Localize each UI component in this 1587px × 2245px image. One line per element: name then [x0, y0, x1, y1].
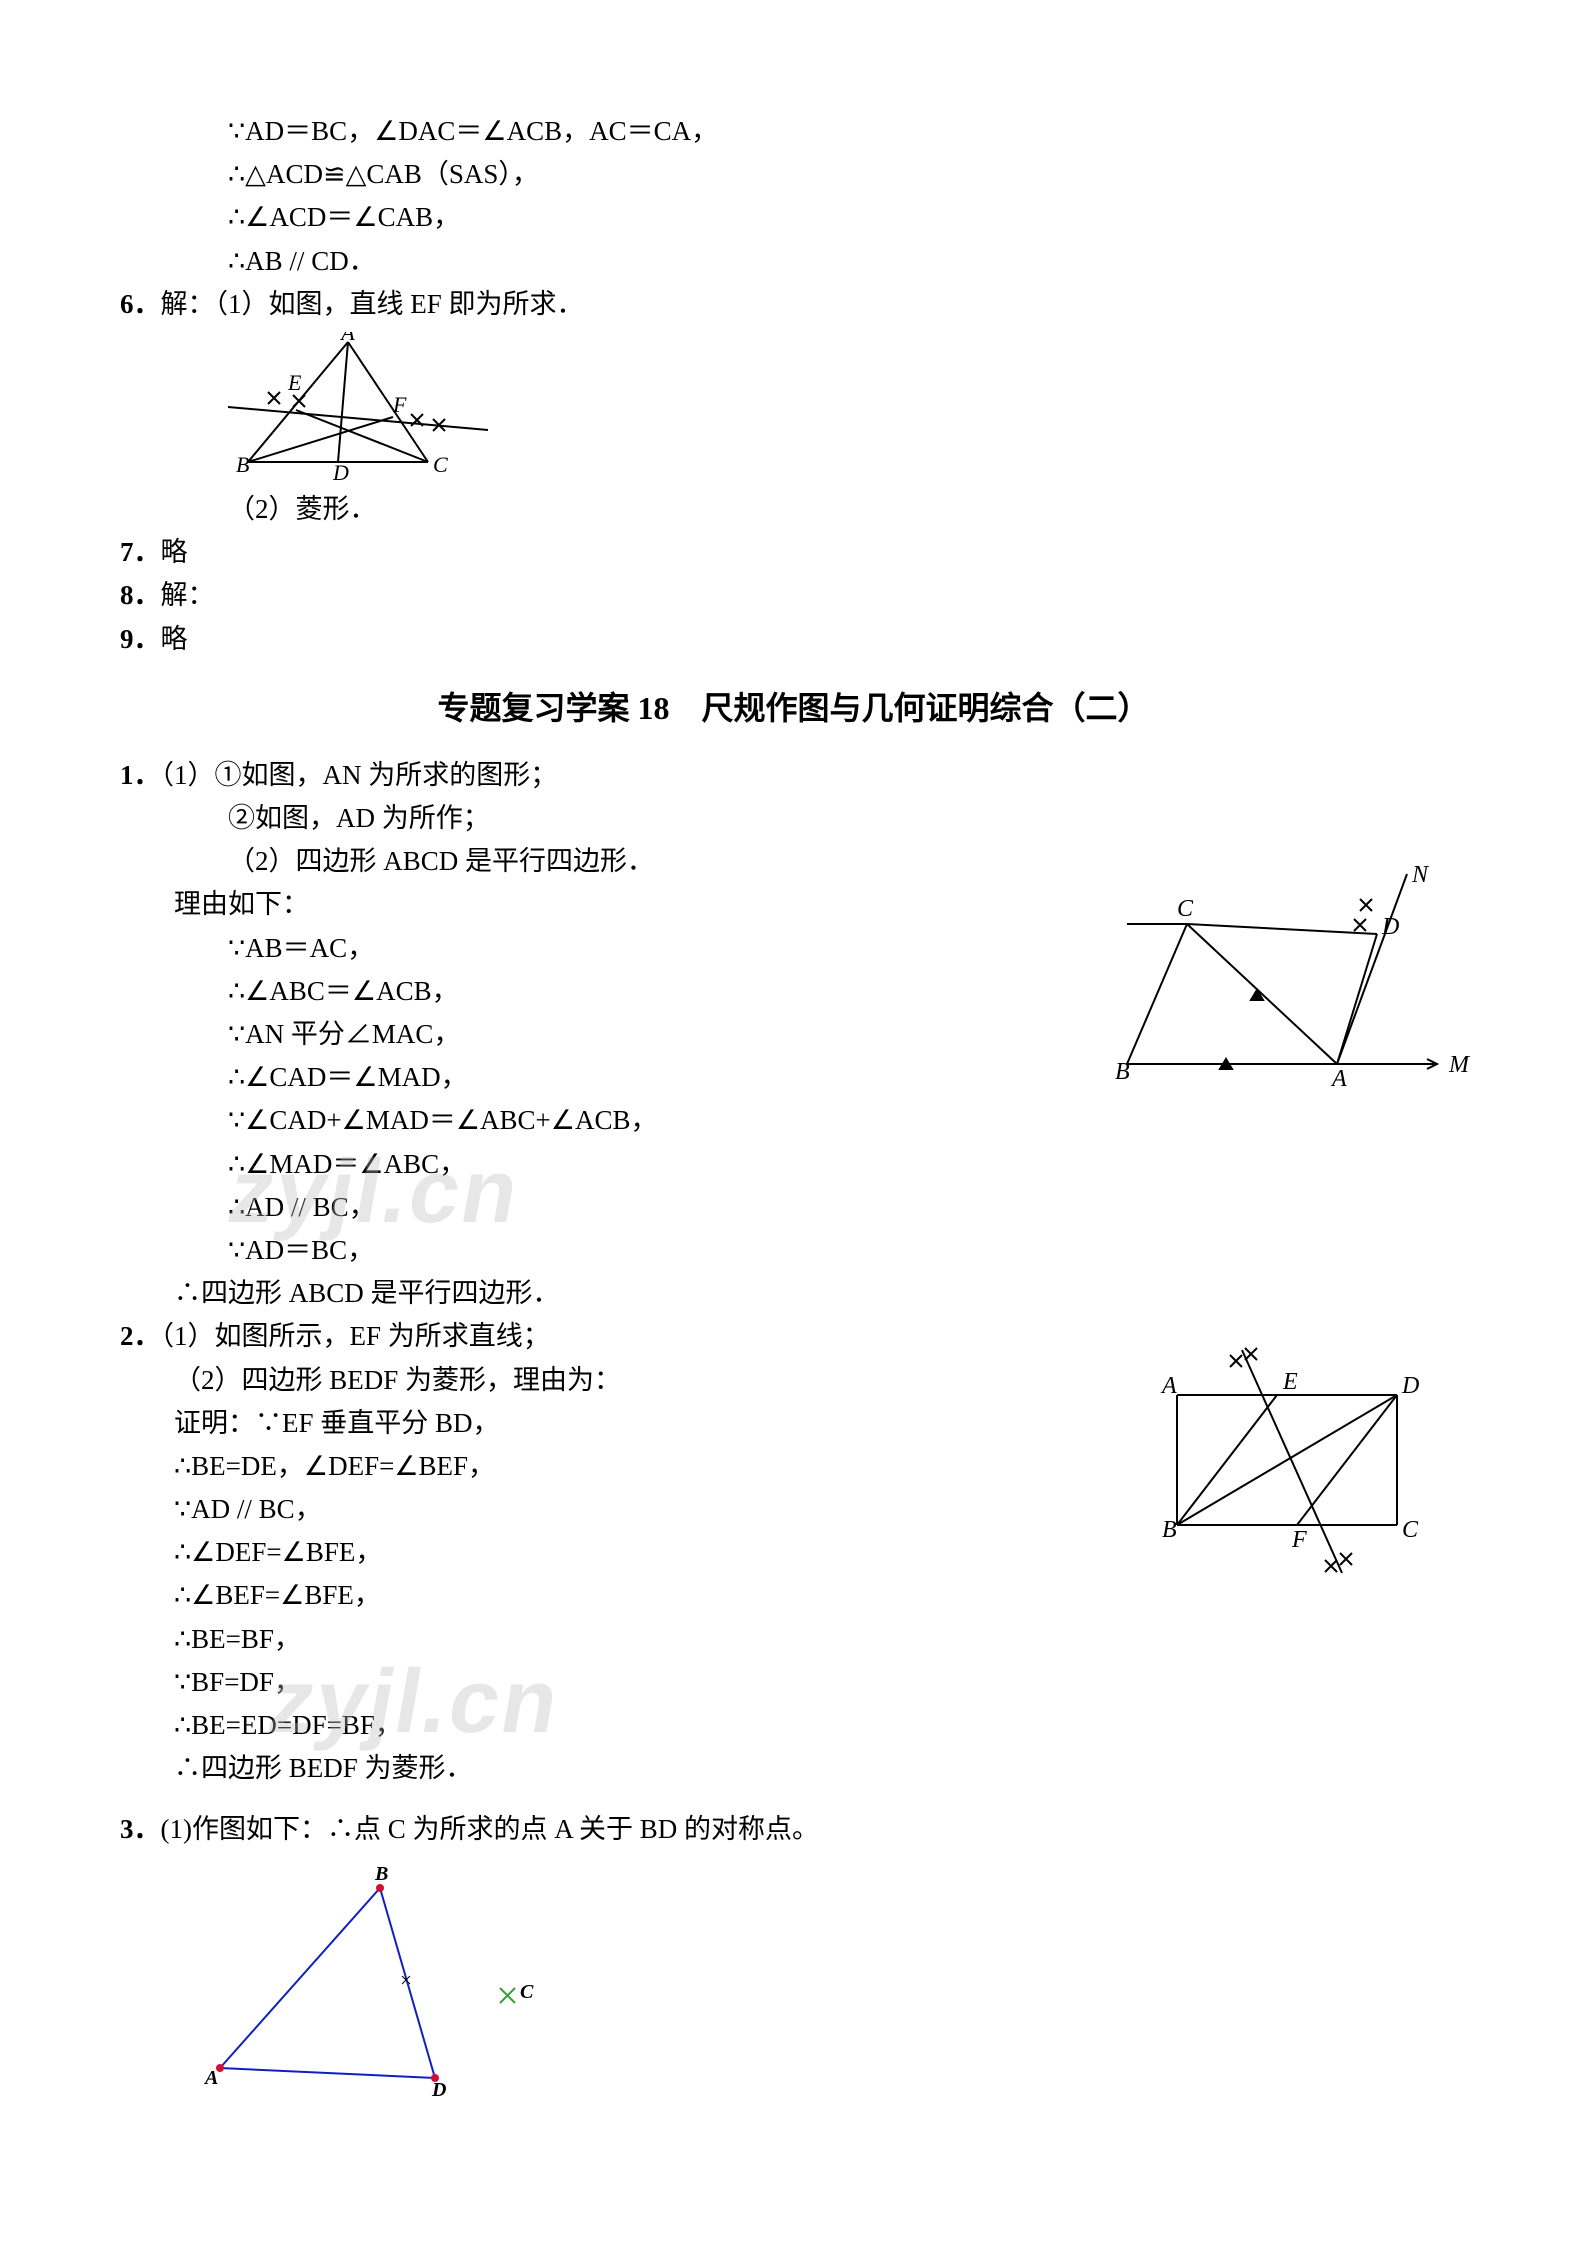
p3-number: 3．: [120, 1814, 161, 1844]
p1-l8: ∵∠CAD+∠MAD＝∠ABC+∠ACB，: [120, 1099, 1467, 1142]
p1-figure: B A C D M N: [1107, 864, 1477, 1094]
p3-line: 3．(1)作图如下：∴点 C 为所求的点 A 关于 BD 的对称点。: [120, 1808, 1467, 1851]
p1-label-N: N: [1411, 864, 1430, 888]
prelude-line-4: ∴AB // CD．: [120, 240, 1467, 283]
q9-number: 9．: [120, 624, 161, 654]
p3-label-A: A: [203, 2067, 218, 2089]
q9-text: 略: [161, 624, 188, 654]
p2-l6: ∴BE=BF，: [120, 1618, 1467, 1661]
p1-label-C: C: [1177, 896, 1194, 922]
q6-label-A: A: [339, 332, 355, 345]
p1-label-D: D: [1381, 914, 1399, 940]
page: ∵AD＝BC，∠DAC＝∠ACB，AC＝CA， ∴△ACD≌△CAB（SAS），…: [0, 0, 1587, 2245]
p2-figure: A D C B E F: [1137, 1335, 1447, 1595]
p1-label-A: A: [1330, 1066, 1347, 1092]
p2-label-F: F: [1291, 1527, 1307, 1553]
q6-prefix: 解：（1）如图，直线 EF 即为所求．: [161, 289, 584, 319]
q6-number: 6．: [120, 289, 161, 319]
p3-label-D: D: [431, 2079, 446, 2101]
q6-label-B: B: [236, 452, 249, 477]
p2-first: （1）如图所示，EF 为所求直线；: [161, 1321, 550, 1351]
p2-l9: ∴四边形 BEDF 为菱形．: [120, 1747, 1467, 1790]
prelude-line-2: ∴△ACD≌△CAB（SAS），: [120, 153, 1467, 196]
p1-number: 1．: [120, 760, 161, 790]
p1-l10: ∴AD // BC，: [120, 1186, 1467, 1229]
p2-label-D: D: [1401, 1373, 1419, 1399]
q6-label-F: F: [392, 392, 407, 417]
p2-l8: ∴BE=ED=DF=BF，: [120, 1704, 1467, 1747]
p1-l1: ②如图，AD 为所作；: [120, 797, 1467, 840]
q6-label-D: D: [332, 460, 349, 482]
prelude-line-3: ∴∠ACD＝∠CAB，: [120, 196, 1467, 239]
p2-label-B: B: [1162, 1517, 1177, 1543]
p2-number: 2．: [120, 1321, 161, 1351]
p2-label-E: E: [1282, 1369, 1298, 1395]
p1-l9: ∴∠MAD＝∠ABC，: [120, 1143, 1467, 1186]
q7-text: 略: [161, 537, 188, 567]
p1-last: ∴四边形 ABCD 是平行四边形．: [120, 1272, 1467, 1315]
q6-line1: 6．解：（1）如图，直线 EF 即为所求．: [120, 283, 1467, 326]
p2-label-A: A: [1160, 1373, 1177, 1399]
p3-text: (1)作图如下：∴点 C 为所求的点 A 关于 BD 的对称点。: [161, 1814, 820, 1844]
p1-label-M: M: [1448, 1052, 1471, 1078]
p1-line0: 1．（1）①如图，AN 为所求的图形；: [120, 754, 1467, 797]
p1-t0: （1）①如图，AN 为所求的图形；: [161, 760, 558, 790]
q6-sub2: （2）菱形．: [120, 488, 1467, 531]
q6-label-E: E: [287, 370, 302, 395]
q9: 9．略: [120, 618, 1467, 661]
section-title: 专题复习学案 18 尺规作图与几何证明综合（二）: [120, 683, 1467, 734]
p3-figure: A B D C: [180, 1858, 580, 2108]
q6-figure: A B C D E F: [228, 332, 498, 482]
q7: 7．略: [120, 531, 1467, 574]
p2-label-C: C: [1402, 1517, 1419, 1543]
p3-label-C: C: [520, 1981, 534, 2003]
prelude-line-1: ∵AD＝BC，∠DAC＝∠ACB，AC＝CA，: [120, 110, 1467, 153]
p1-label-B: B: [1115, 1059, 1130, 1085]
q6-label-C: C: [433, 452, 448, 477]
p3-label-B: B: [374, 1863, 388, 1885]
q8-text: 解：: [161, 580, 215, 610]
p1-l11: ∵AD＝BC，: [120, 1229, 1467, 1272]
q8: 8．解：: [120, 574, 1467, 617]
q8-number: 8．: [120, 580, 161, 610]
p2-l7: ∵BF=DF，: [120, 1661, 1467, 1704]
q7-number: 7．: [120, 537, 161, 567]
